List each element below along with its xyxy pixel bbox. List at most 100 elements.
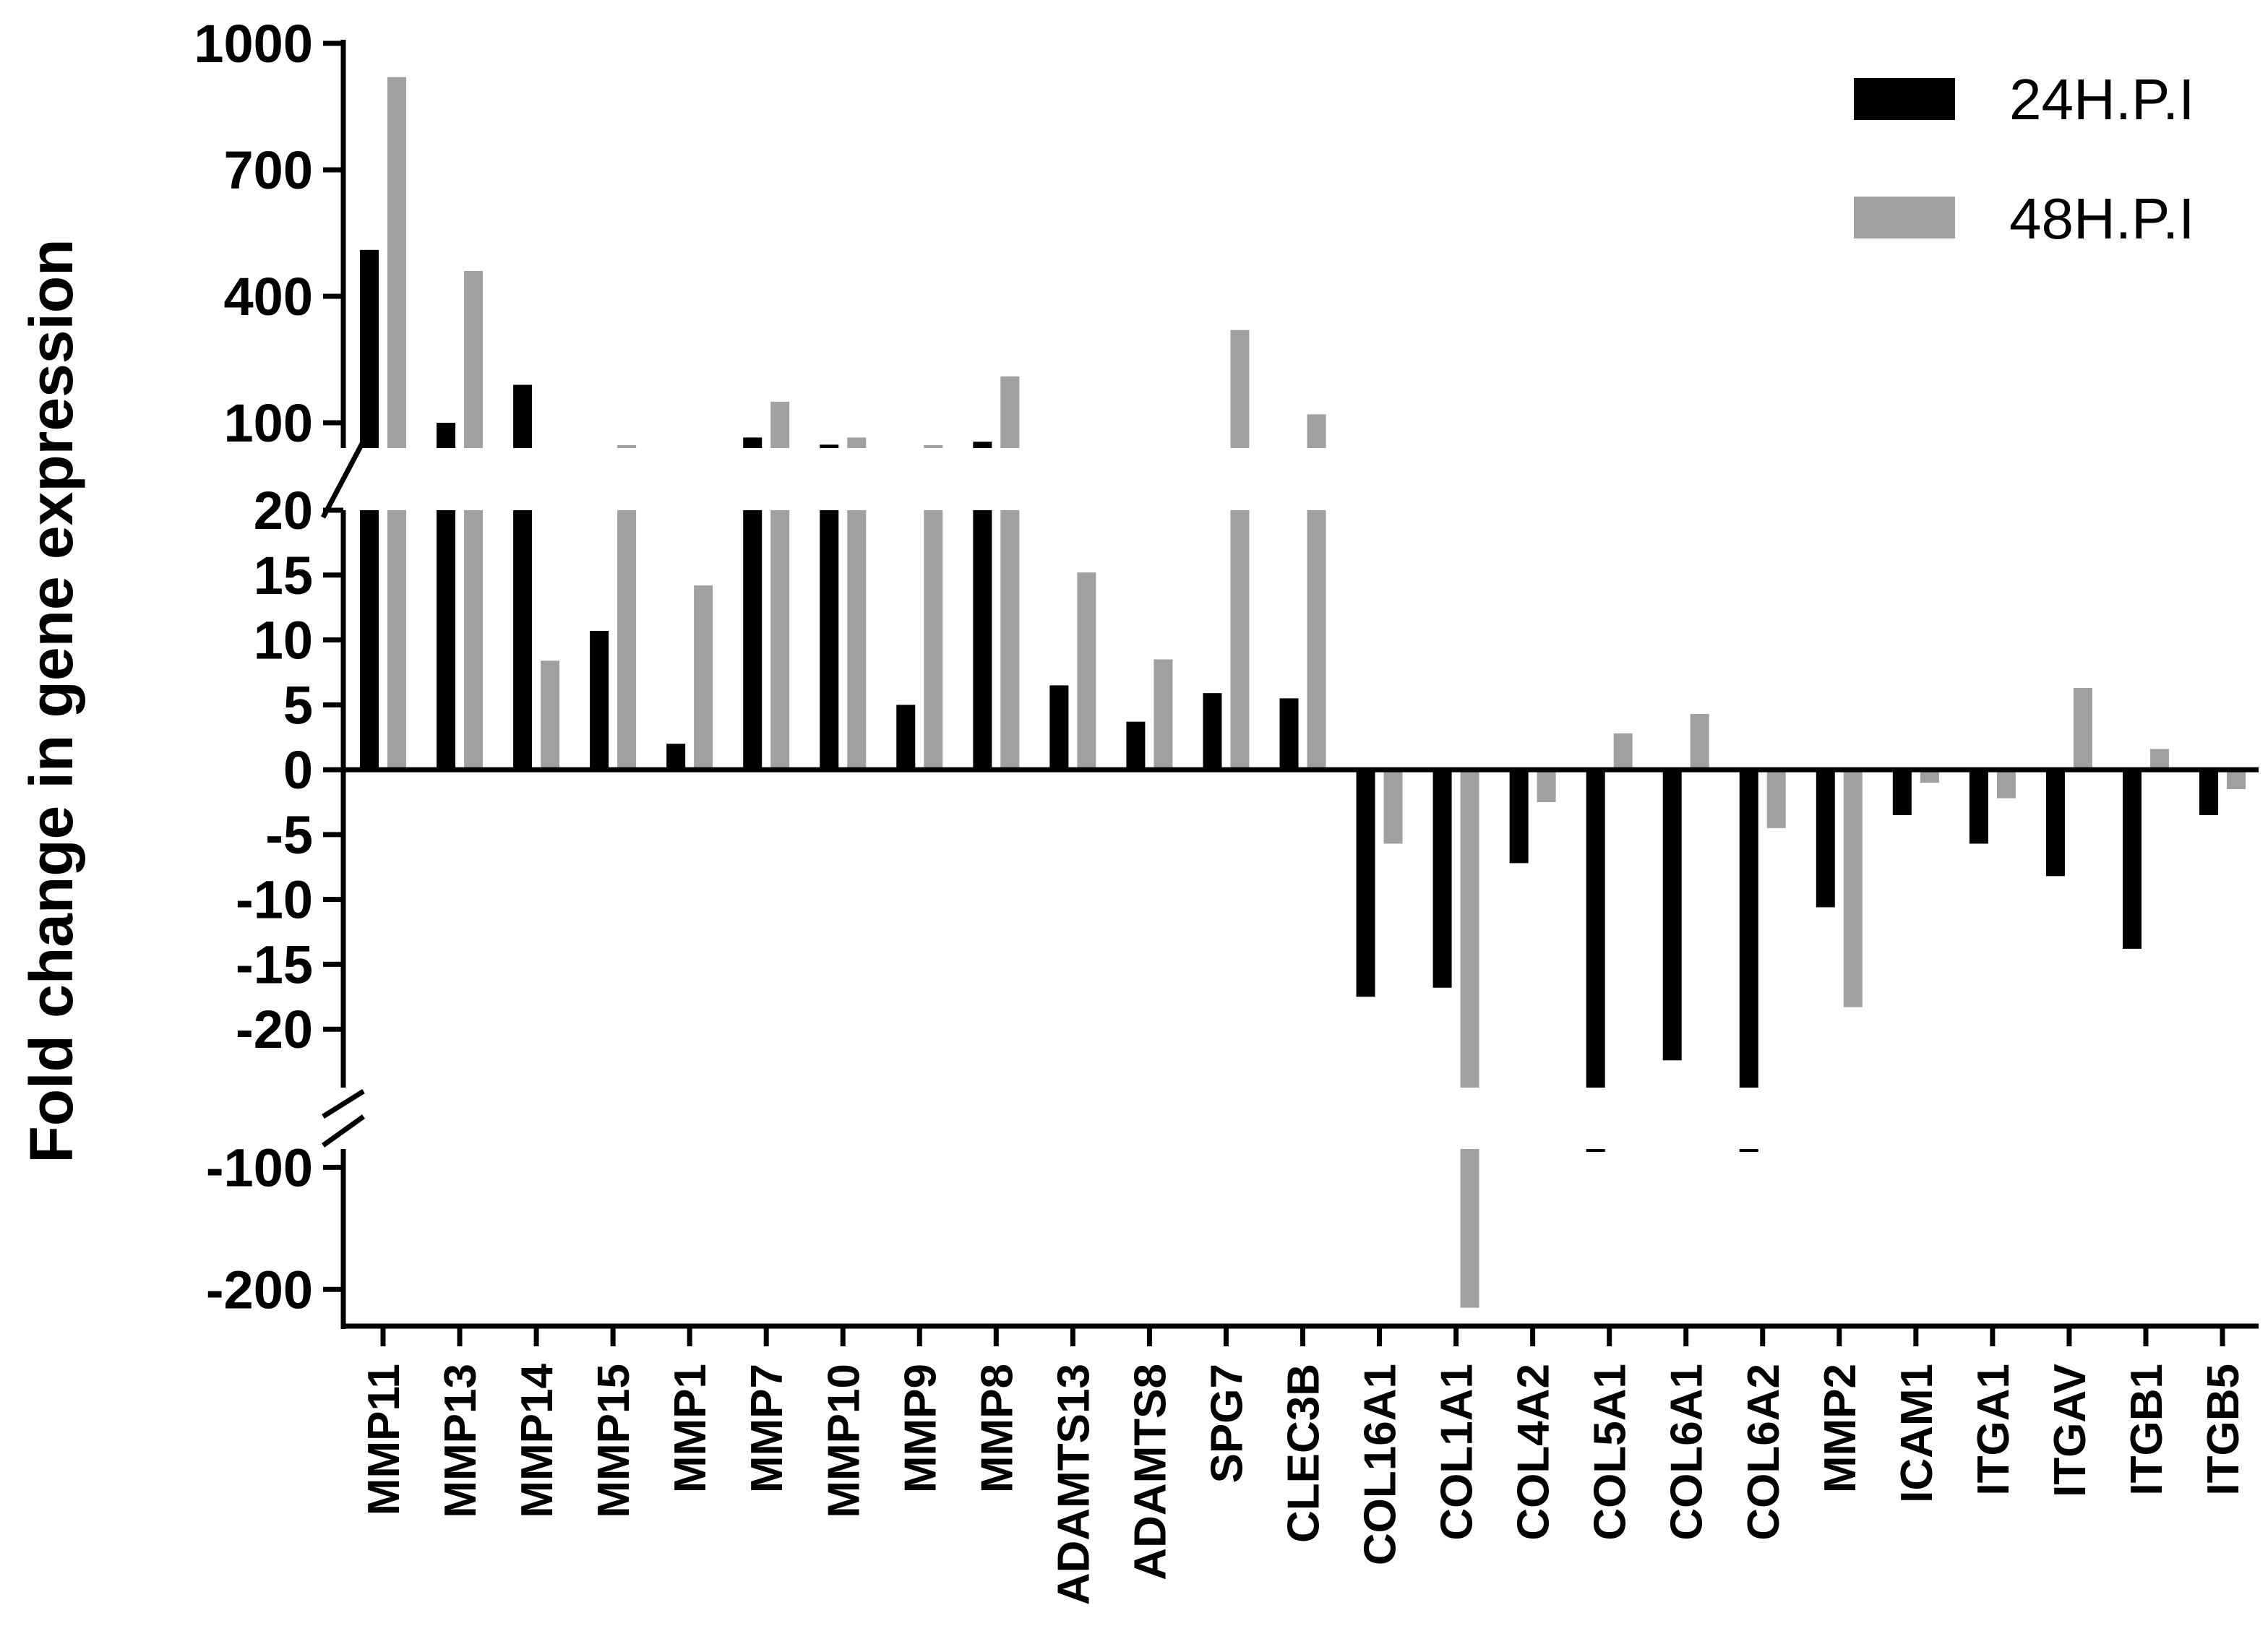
bar-24h-p-i-adamts13 bbox=[1049, 685, 1069, 770]
bar-24h-p-i-itgb1 bbox=[2122, 770, 2142, 949]
x-tick-label-itgb5: ITGB5 bbox=[2199, 1364, 2248, 1496]
bar-48h-p-i-mmp7-upper bbox=[770, 401, 790, 448]
axes-layer bbox=[320, 40, 2259, 1329]
bar-24h-p-i-mmp11 bbox=[360, 510, 379, 770]
y-tick-label: 5 bbox=[283, 675, 313, 735]
axis-break-mark bbox=[322, 1089, 365, 1119]
bar-48h-p-i-mmp15 bbox=[617, 510, 637, 770]
bar-24h-p-i-adamts8 bbox=[1126, 721, 1146, 770]
bar-48h-p-i-mmp13-upper bbox=[464, 271, 484, 448]
x-tick-label-mmp13: MMP13 bbox=[436, 1364, 486, 1518]
bar-24h-p-i-icam1 bbox=[1892, 770, 1912, 815]
y-tick-label: -200 bbox=[206, 1260, 313, 1320]
bar-24h-p-i-col6a2 bbox=[1739, 770, 1758, 1088]
bar-48h-p-i-mmp10-upper bbox=[847, 437, 867, 448]
bar-48h-p-i-adamts8 bbox=[1154, 659, 1173, 770]
bar-24h-p-i-col4a2 bbox=[1509, 770, 1529, 864]
legend-label-24hpi: 24H.P.I bbox=[2009, 67, 2194, 132]
x-tick-label-mmp9: MMP9 bbox=[895, 1364, 945, 1493]
bar-48h-p-i-mmp15-upper bbox=[617, 445, 637, 448]
bar-48h-p-i-col1a1 bbox=[1460, 770, 1479, 1088]
x-tick-label-itgb1: ITGB1 bbox=[2122, 1364, 2172, 1496]
bar-24h-p-i-col1a1 bbox=[1432, 770, 1452, 988]
bar-48h-p-i-adamts13 bbox=[1077, 572, 1096, 770]
x-tick-label-col4a2: COL4A2 bbox=[1509, 1364, 1559, 1541]
y-tick-label: -15 bbox=[236, 934, 313, 994]
axis-break-mark bbox=[320, 439, 366, 519]
bar-48h-p-i-itgb1 bbox=[2149, 749, 2169, 770]
legend-swatch-48hpi bbox=[1854, 197, 1955, 238]
bar-48h-p-i-mmp13 bbox=[464, 510, 484, 770]
bar-48h-p-i-col5a1 bbox=[1613, 733, 1633, 770]
bar-48h-p-i-mmp9 bbox=[924, 510, 943, 770]
bar-48h-p-i-col1a1-upper bbox=[1460, 1149, 1479, 1308]
bar-24h-p-i-col5a1 bbox=[1586, 770, 1605, 1088]
bar-48h-p-i-mmp7 bbox=[770, 510, 790, 770]
bar-48h-p-i-mmp11-upper bbox=[387, 77, 406, 448]
bar-48h-p-i-mmp2 bbox=[1843, 770, 1863, 1007]
x-tick-label-col1a1: COL1A1 bbox=[1432, 1364, 1482, 1541]
bar-24h-p-i-mmp9 bbox=[896, 705, 916, 770]
bar-24h-p-i-mmp2 bbox=[1816, 770, 1835, 908]
x-tick-label-icam1: ICAM1 bbox=[1892, 1364, 1942, 1503]
bar-48h-p-i-col6a1 bbox=[1690, 713, 1709, 770]
bar-24h-p-i-mmp8 bbox=[973, 510, 992, 770]
y-tick-label: 400 bbox=[224, 267, 313, 327]
bar-48h-p-i-mmp8 bbox=[1000, 510, 1020, 770]
bar-48h-p-i-clec3b-upper bbox=[1307, 414, 1326, 448]
bar-24h-p-i-col16a1 bbox=[1356, 770, 1375, 997]
bar-24h-p-i-mmp13 bbox=[437, 510, 456, 770]
bar-48h-p-i-mmp9-upper bbox=[924, 445, 943, 448]
x-tick-label-mmp10: MMP10 bbox=[819, 1364, 869, 1518]
bar-48h-p-i-spg7-upper bbox=[1230, 330, 1250, 448]
x-tick-label-col6a1: COL6A1 bbox=[1662, 1364, 1712, 1541]
bar-48h-p-i-itgav bbox=[2073, 687, 2092, 770]
x-tick-label-itga1: ITGA1 bbox=[1969, 1364, 2019, 1496]
bar-24h-p-i-mmp7 bbox=[743, 510, 763, 770]
x-tick-label-itgav: ITGAV bbox=[2045, 1364, 2095, 1497]
legend-swatch-24hpi bbox=[1854, 78, 1955, 120]
bar-48h-p-i-mmp14 bbox=[541, 661, 560, 770]
x-tick-label-mmp7: MMP7 bbox=[742, 1364, 792, 1493]
bar-24h-p-i-mmp14 bbox=[513, 510, 533, 770]
y-tick-label: -5 bbox=[265, 805, 313, 865]
bar-24h-p-i-clec3b bbox=[1279, 698, 1299, 770]
bar-48h-p-i-itgb5 bbox=[2227, 770, 2246, 790]
bar-24h-p-i-mmp13-upper bbox=[437, 423, 456, 448]
bar-48h-p-i-mmp8-upper bbox=[1000, 376, 1020, 448]
y-tick-label: 1000 bbox=[194, 14, 313, 74]
x-tick-label-col6a2: COL6A2 bbox=[1739, 1364, 1789, 1541]
x-tick-label-col16a1: COL16A1 bbox=[1356, 1364, 1406, 1565]
x-tick-label-mmp11: MMP11 bbox=[359, 1364, 409, 1515]
legend-label-48hpi: 48H.P.I bbox=[2009, 186, 2194, 251]
bar-24h-p-i-mmp10-upper bbox=[820, 444, 839, 448]
bar-24h-p-i-mmp14-upper bbox=[513, 384, 533, 448]
bar-48h-p-i-col4a2 bbox=[1537, 770, 1556, 802]
y-tick-label: 20 bbox=[254, 481, 313, 541]
bar-48h-p-i-itga1 bbox=[1996, 770, 2016, 799]
x-categories-layer: MMP11 MMP13 MMP14 MMP15 MMP1 MMP7 MMP10 MMP9 MMP… bbox=[359, 1326, 2248, 1605]
x-tick-label-mmp1: MMP1 bbox=[666, 1364, 716, 1493]
x-tick-label-adamts8: ADAMTS8 bbox=[1125, 1364, 1175, 1580]
x-tick-label-mmp2: MMP2 bbox=[1816, 1364, 1865, 1493]
bar-24h-p-i-col5a1-upper bbox=[1586, 1149, 1605, 1152]
bar-24h-p-i-mmp11-upper bbox=[360, 249, 379, 448]
bar-48h-p-i-spg7 bbox=[1230, 510, 1250, 770]
bar-48h-p-i-icam1 bbox=[1920, 770, 1939, 783]
bar-24h-p-i-col6a2-upper bbox=[1739, 1149, 1758, 1152]
x-tick-label-adamts13: ADAMTS13 bbox=[1049, 1364, 1099, 1605]
x-tick-label-spg7: SPG7 bbox=[1202, 1364, 1252, 1483]
y-tick-label: -100 bbox=[206, 1137, 313, 1197]
bar-48h-p-i-mmp1 bbox=[694, 585, 713, 770]
bar-48h-p-i-mmp11 bbox=[387, 510, 406, 770]
bar-48h-p-i-clec3b bbox=[1307, 510, 1326, 770]
x-tick-label-mmp14: MMP14 bbox=[512, 1363, 562, 1518]
bar-24h-p-i-col6a1 bbox=[1662, 770, 1682, 1061]
bar-24h-p-i-itgb5 bbox=[2199, 770, 2218, 815]
x-tick-label-mmp8: MMP8 bbox=[972, 1364, 1022, 1493]
bar-24h-p-i-mmp7-upper bbox=[743, 437, 763, 448]
bar-48h-p-i-col16a1 bbox=[1383, 770, 1403, 844]
axis-break-mark bbox=[321, 1114, 366, 1148]
bar-48h-p-i-mmp10 bbox=[847, 510, 867, 770]
